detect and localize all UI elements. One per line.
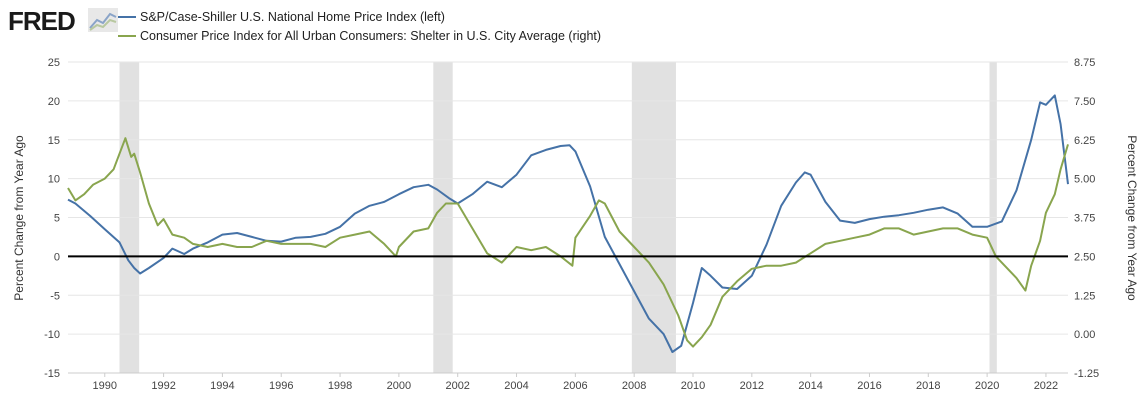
left-y-axis-label: Percent Change from Year Ago [12, 135, 26, 301]
x-tick-label-9: 2008 [622, 380, 646, 392]
right-tick-label-3: 5.00 [1074, 174, 1095, 186]
right-tick-label-6: 1.25 [1074, 290, 1095, 302]
right-y-axis-label: Percent Change from Year Ago [1125, 135, 1139, 301]
x-tick-label-15: 2020 [975, 380, 999, 392]
left-tick-label-8: -15 [44, 368, 60, 380]
legend-swatch-shelter-cpi [118, 34, 136, 37]
x-tick-label-1: 1992 [151, 380, 175, 392]
right-tick-label-4: 3.75 [1074, 213, 1095, 225]
legend-swatch-home-price [118, 15, 136, 18]
left-tick-label-1: 20 [48, 96, 60, 108]
x-tick-label-5: 2000 [387, 380, 411, 392]
left-tick-label-4: 5 [54, 213, 60, 225]
right-tick-label-8: -1.25 [1074, 368, 1099, 380]
fred-graph-icon [88, 8, 118, 32]
right-tick-label-0: 8.75 [1074, 57, 1095, 69]
x-tick-label-0: 1990 [93, 380, 117, 392]
x-tick-label-8: 2006 [563, 380, 587, 392]
x-tick-label-13: 2016 [857, 380, 881, 392]
left-tick-label-0: 25 [48, 57, 60, 69]
left-tick-label-7: -10 [44, 329, 60, 341]
legend-label-home-price: S&P/Case-Shiller U.S. National Home Pric… [140, 10, 445, 24]
x-tick-label-3: 1996 [269, 380, 293, 392]
right-tick-label-5: 2.50 [1074, 251, 1095, 263]
gridlines [68, 61, 1068, 374]
left-tick-label-2: 15 [48, 135, 60, 147]
series-line-shelter-cpi [67, 137, 1069, 348]
legend-item-shelter-cpi[interactable]: Consumer Price Index for All Urban Consu… [118, 29, 601, 47]
series-line-home-price [67, 94, 1069, 353]
x-tick-label-12: 2014 [798, 380, 822, 392]
x-tick-label-11: 2012 [740, 380, 764, 392]
x-tick-label-6: 2002 [445, 380, 469, 392]
legend-label-shelter-cpi: Consumer Price Index for All Urban Consu… [140, 29, 602, 43]
legend-item-home-price[interactable]: S&P/Case-Shiller U.S. National Home Pric… [118, 10, 445, 28]
x-tick-label-7: 2004 [504, 380, 528, 392]
x-tick-label-14: 2018 [916, 380, 940, 392]
left-y-axis: 25 20 15 10 5 0 -5 -10 -15 [44, 57, 60, 380]
x-tick-label-10: 2010 [681, 380, 705, 392]
fred-logo-text: FRED [8, 6, 76, 36]
x-tick-label-2: 1994 [210, 380, 234, 392]
x-axis: 1990 1992 1994 1996 1998 2000 2002 2004 2006 2008… [68, 372, 1068, 392]
right-y-axis: 8.75 7.50 6.25 5.00 3.75 2.50 1.25 0.00 -1.25 [1074, 57, 1099, 380]
x-tick-label-16: 2022 [1034, 380, 1058, 392]
chart-header: FRED S&P/Case-Shiller U.S. National Home… [0, 0, 1148, 58]
right-tick-label-1: 7.50 [1074, 96, 1095, 108]
left-tick-label-5: 0 [54, 251, 60, 263]
left-tick-label-3: 10 [48, 174, 60, 186]
left-tick-label-6: -5 [50, 290, 60, 302]
series-lines [67, 94, 1069, 353]
right-tick-label-2: 6.25 [1074, 135, 1095, 147]
right-tick-label-7: 0.00 [1074, 329, 1095, 341]
x-tick-label-4: 1998 [328, 380, 352, 392]
